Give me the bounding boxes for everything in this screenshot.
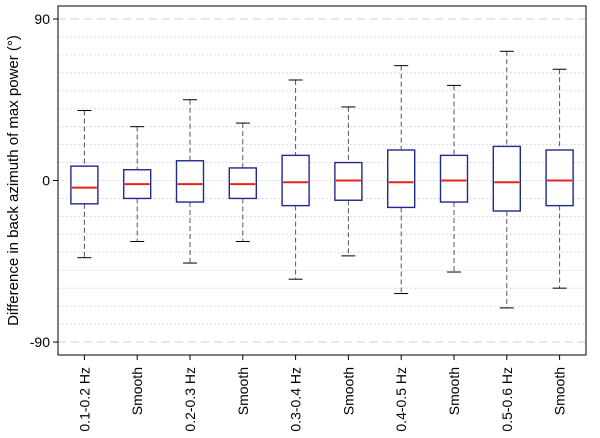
box-item bbox=[334, 106, 363, 257]
box-iqr bbox=[545, 149, 574, 207]
y-tick-label: -90 bbox=[30, 334, 50, 350]
x-tick-label: Smooth bbox=[129, 367, 145, 415]
x-tick-label: 0.1-0.2 Hz bbox=[76, 367, 92, 432]
box-item bbox=[228, 122, 258, 243]
x-tick-label: 0.2-0.3 Hz bbox=[182, 367, 198, 432]
x-tick-label: 0.4-0.5 Hz bbox=[393, 367, 409, 432]
box-item bbox=[492, 50, 521, 309]
box-item bbox=[387, 65, 416, 295]
box-iqr bbox=[492, 145, 521, 212]
box-iqr bbox=[70, 165, 99, 205]
box-iqr bbox=[439, 154, 469, 203]
box-series bbox=[70, 50, 574, 309]
box-item bbox=[545, 68, 574, 289]
box-item bbox=[122, 126, 152, 243]
x-tick-label: 0.3-0.4 Hz bbox=[288, 367, 304, 432]
box-item bbox=[175, 99, 205, 264]
x-tick-label: Smooth bbox=[552, 367, 568, 415]
x-tick-label: 0.5-0.6 Hz bbox=[499, 367, 515, 432]
box-iqr bbox=[387, 149, 416, 209]
y-tick-label: 90 bbox=[34, 11, 50, 27]
y-axis-title: Difference in back azimuth of max power … bbox=[5, 35, 22, 326]
box-item bbox=[70, 110, 99, 259]
x-tick-label: Smooth bbox=[446, 367, 462, 415]
y-tick-label: 0 bbox=[42, 173, 50, 189]
x-tick-label: Smooth bbox=[235, 367, 251, 415]
x-axis: 0.1-0.2 Hz Smooth 0.2-0.3 Hz Smooth 0.3-0.4 … bbox=[76, 355, 568, 432]
box-iqr bbox=[281, 154, 310, 207]
box-iqr bbox=[175, 160, 205, 203]
y-axis: -90 0 90 bbox=[30, 11, 58, 350]
box-item bbox=[281, 79, 310, 280]
x-tick-label: Smooth bbox=[340, 367, 356, 415]
box-item bbox=[439, 84, 469, 273]
